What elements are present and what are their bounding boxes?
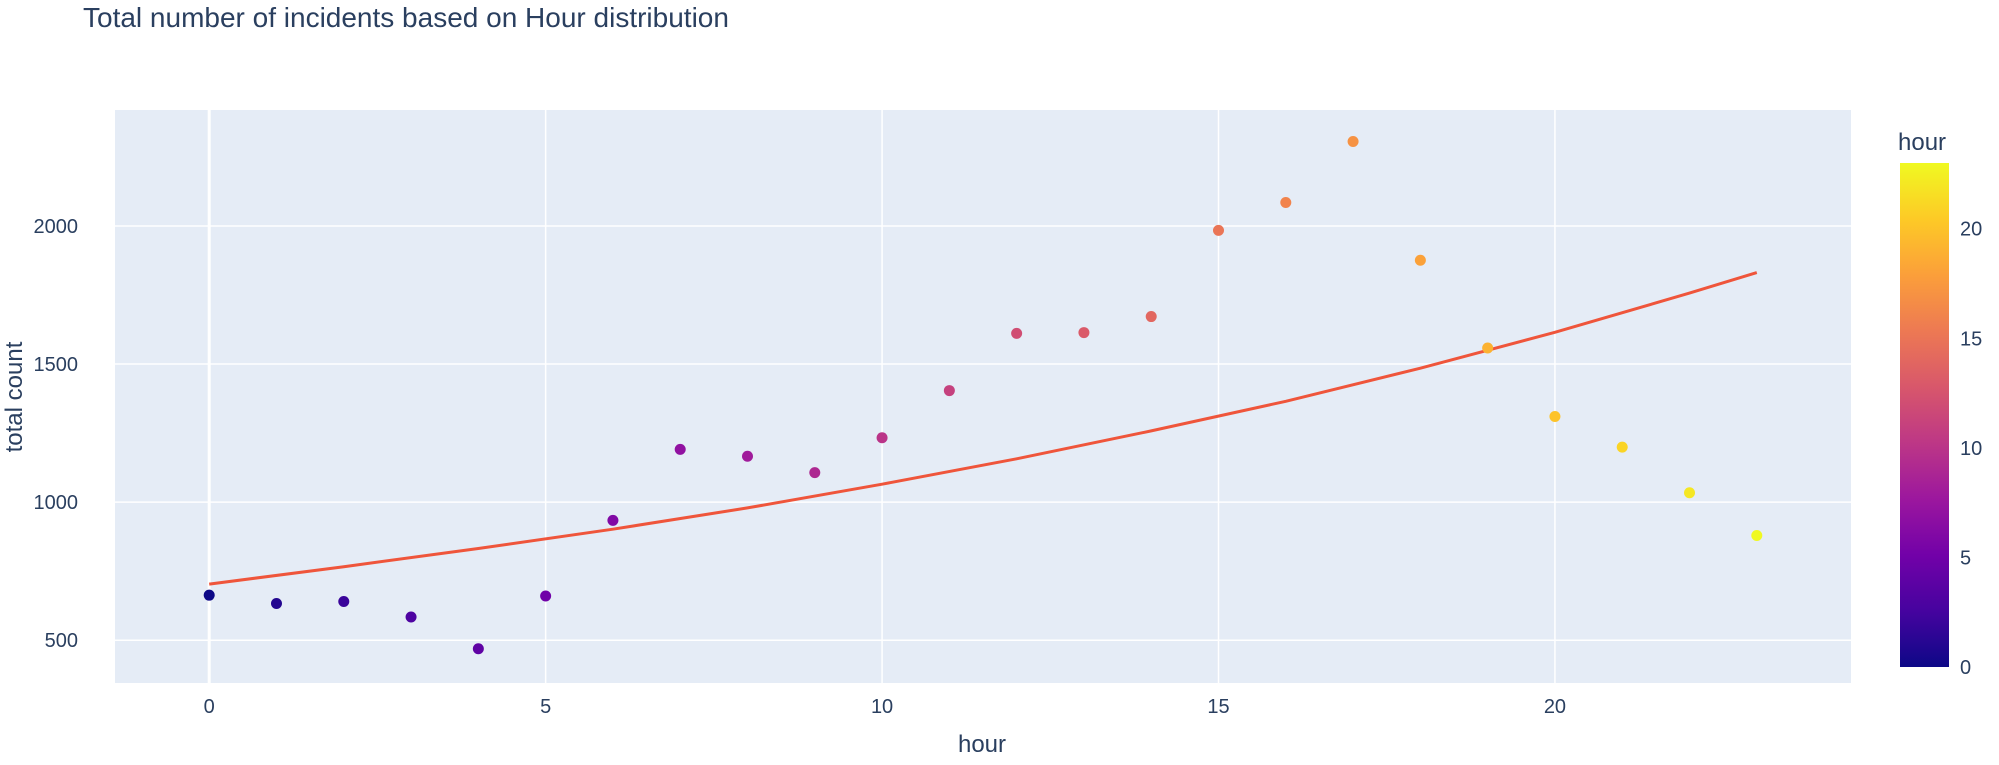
colorbar [1900,163,1949,667]
data-point [876,432,888,444]
y-tick-label: 500 [45,630,78,652]
data-point [1347,135,1359,147]
data-point [338,596,350,608]
y-tick-label: 1000 [34,492,79,514]
data-point [1482,342,1494,354]
colorbar-tick-label: 15 [1960,328,1982,350]
x-tick-label: 10 [871,696,893,718]
x-axis-title: hour [958,731,1006,758]
data-point [943,385,955,397]
y-axis-title: total count [1,341,28,452]
plot-area [115,110,1851,683]
data-point [1011,327,1023,339]
y-tick-label: 2000 [34,216,79,238]
data-point [809,467,821,479]
x-tick-label: 15 [1207,696,1229,718]
data-point [674,443,686,455]
colorbar-tick-label: 0 [1960,657,1971,679]
y-axis-ticks: 500 1000 1500 2000 [34,216,79,652]
data-point [1280,197,1292,209]
data-point [741,450,753,462]
x-tick-label: 5 [540,696,551,718]
x-tick-label: 0 [204,696,215,718]
colorbar-tick-label: 10 [1960,438,1982,460]
data-point [405,611,417,623]
chart-title: Total number of incidents based on Hour … [83,2,729,33]
data-point [203,589,215,601]
data-point [540,590,552,602]
data-point [1751,530,1763,542]
x-axis-ticks: 0 5 10 15 20 [204,696,1566,718]
scatter-points [203,135,1763,655]
data-point [270,597,282,609]
data-point [1549,411,1561,423]
colorbar-tick-label: 20 [1960,219,1982,241]
data-point [1616,441,1628,453]
trendline [209,271,1758,586]
data-point [1684,487,1696,499]
data-point [1078,327,1090,339]
data-point [1414,254,1426,266]
data-point [1145,311,1157,323]
y-tick-label: 1500 [34,354,79,376]
data-point [1213,224,1225,236]
x-tick-label: 20 [1544,696,1566,718]
data-point [607,514,619,526]
colorbar-title: hour [1898,129,1946,156]
grid-lines [115,110,1851,683]
colorbar-tick-label: 5 [1960,547,1971,569]
colorbar-ticks: 0 5 10 15 20 [1960,219,1982,679]
data-point [472,643,484,655]
